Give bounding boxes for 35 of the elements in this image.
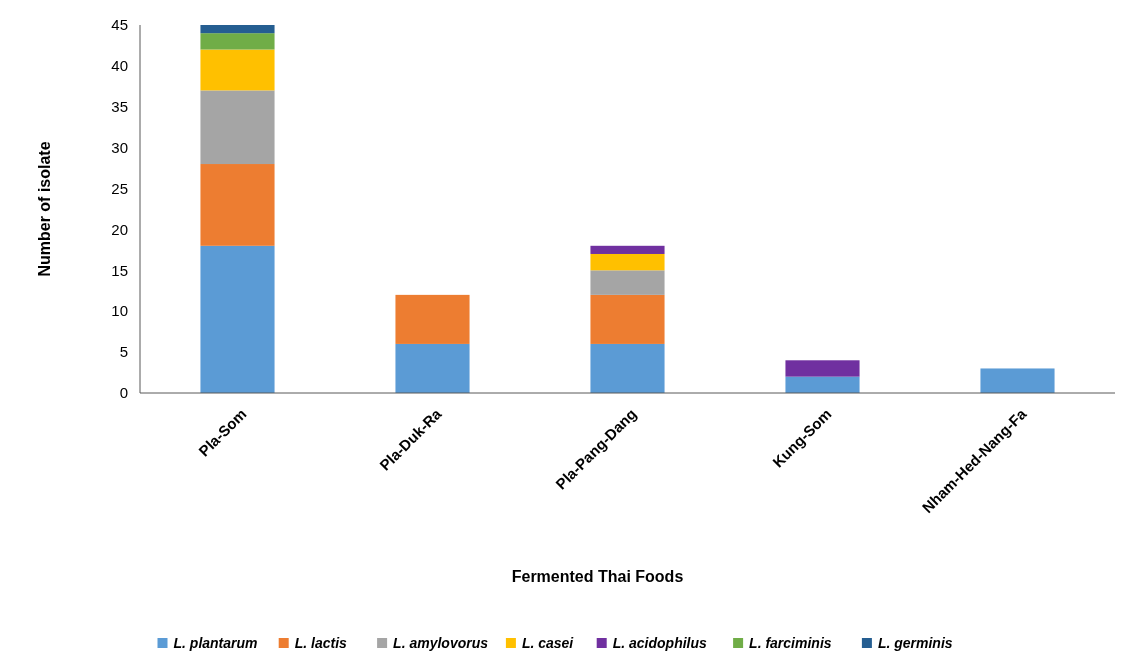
bar: [785, 360, 860, 377]
y-tick-label: 10: [111, 302, 128, 320]
y-tick-label: 20: [111, 220, 128, 238]
y-tick-label: 15: [111, 261, 128, 279]
bar: [395, 294, 470, 344]
legend-label: L. amylovorus: [393, 635, 489, 651]
bar: [785, 376, 860, 393]
y-tick-label: 5: [119, 343, 128, 361]
y-tick-label: 40: [111, 57, 128, 75]
bar: [590, 294, 665, 344]
y-tick-label: 45: [111, 16, 128, 34]
bar: [590, 270, 665, 295]
y-axis-title: Number of isolate: [36, 141, 53, 277]
legend-label: L. acidophilus: [612, 635, 708, 651]
bar: [200, 245, 275, 393]
bar: [590, 343, 665, 393]
bar: [200, 33, 275, 50]
bar: [200, 164, 275, 246]
bar: [200, 25, 275, 34]
x-axis-title: Fermented Thai Foods: [511, 568, 684, 585]
bar: [200, 90, 275, 165]
bar: [590, 245, 665, 254]
legend-label: L. lactis: [294, 635, 348, 651]
y-tick-label: 30: [111, 138, 128, 156]
y-tick-label: 25: [111, 179, 128, 197]
bar: [395, 343, 470, 393]
legend-label: L. plantarum: [173, 635, 258, 651]
bar: [200, 49, 275, 91]
y-tick-label: 35: [111, 98, 128, 116]
legend-label: L. farciminis: [749, 635, 832, 651]
bar: [590, 253, 665, 271]
y-tick-label: 0: [119, 384, 128, 402]
bar: [980, 368, 1055, 393]
legend-label: L. germinis: [877, 635, 953, 651]
legend-label: L. casei: [521, 635, 575, 651]
